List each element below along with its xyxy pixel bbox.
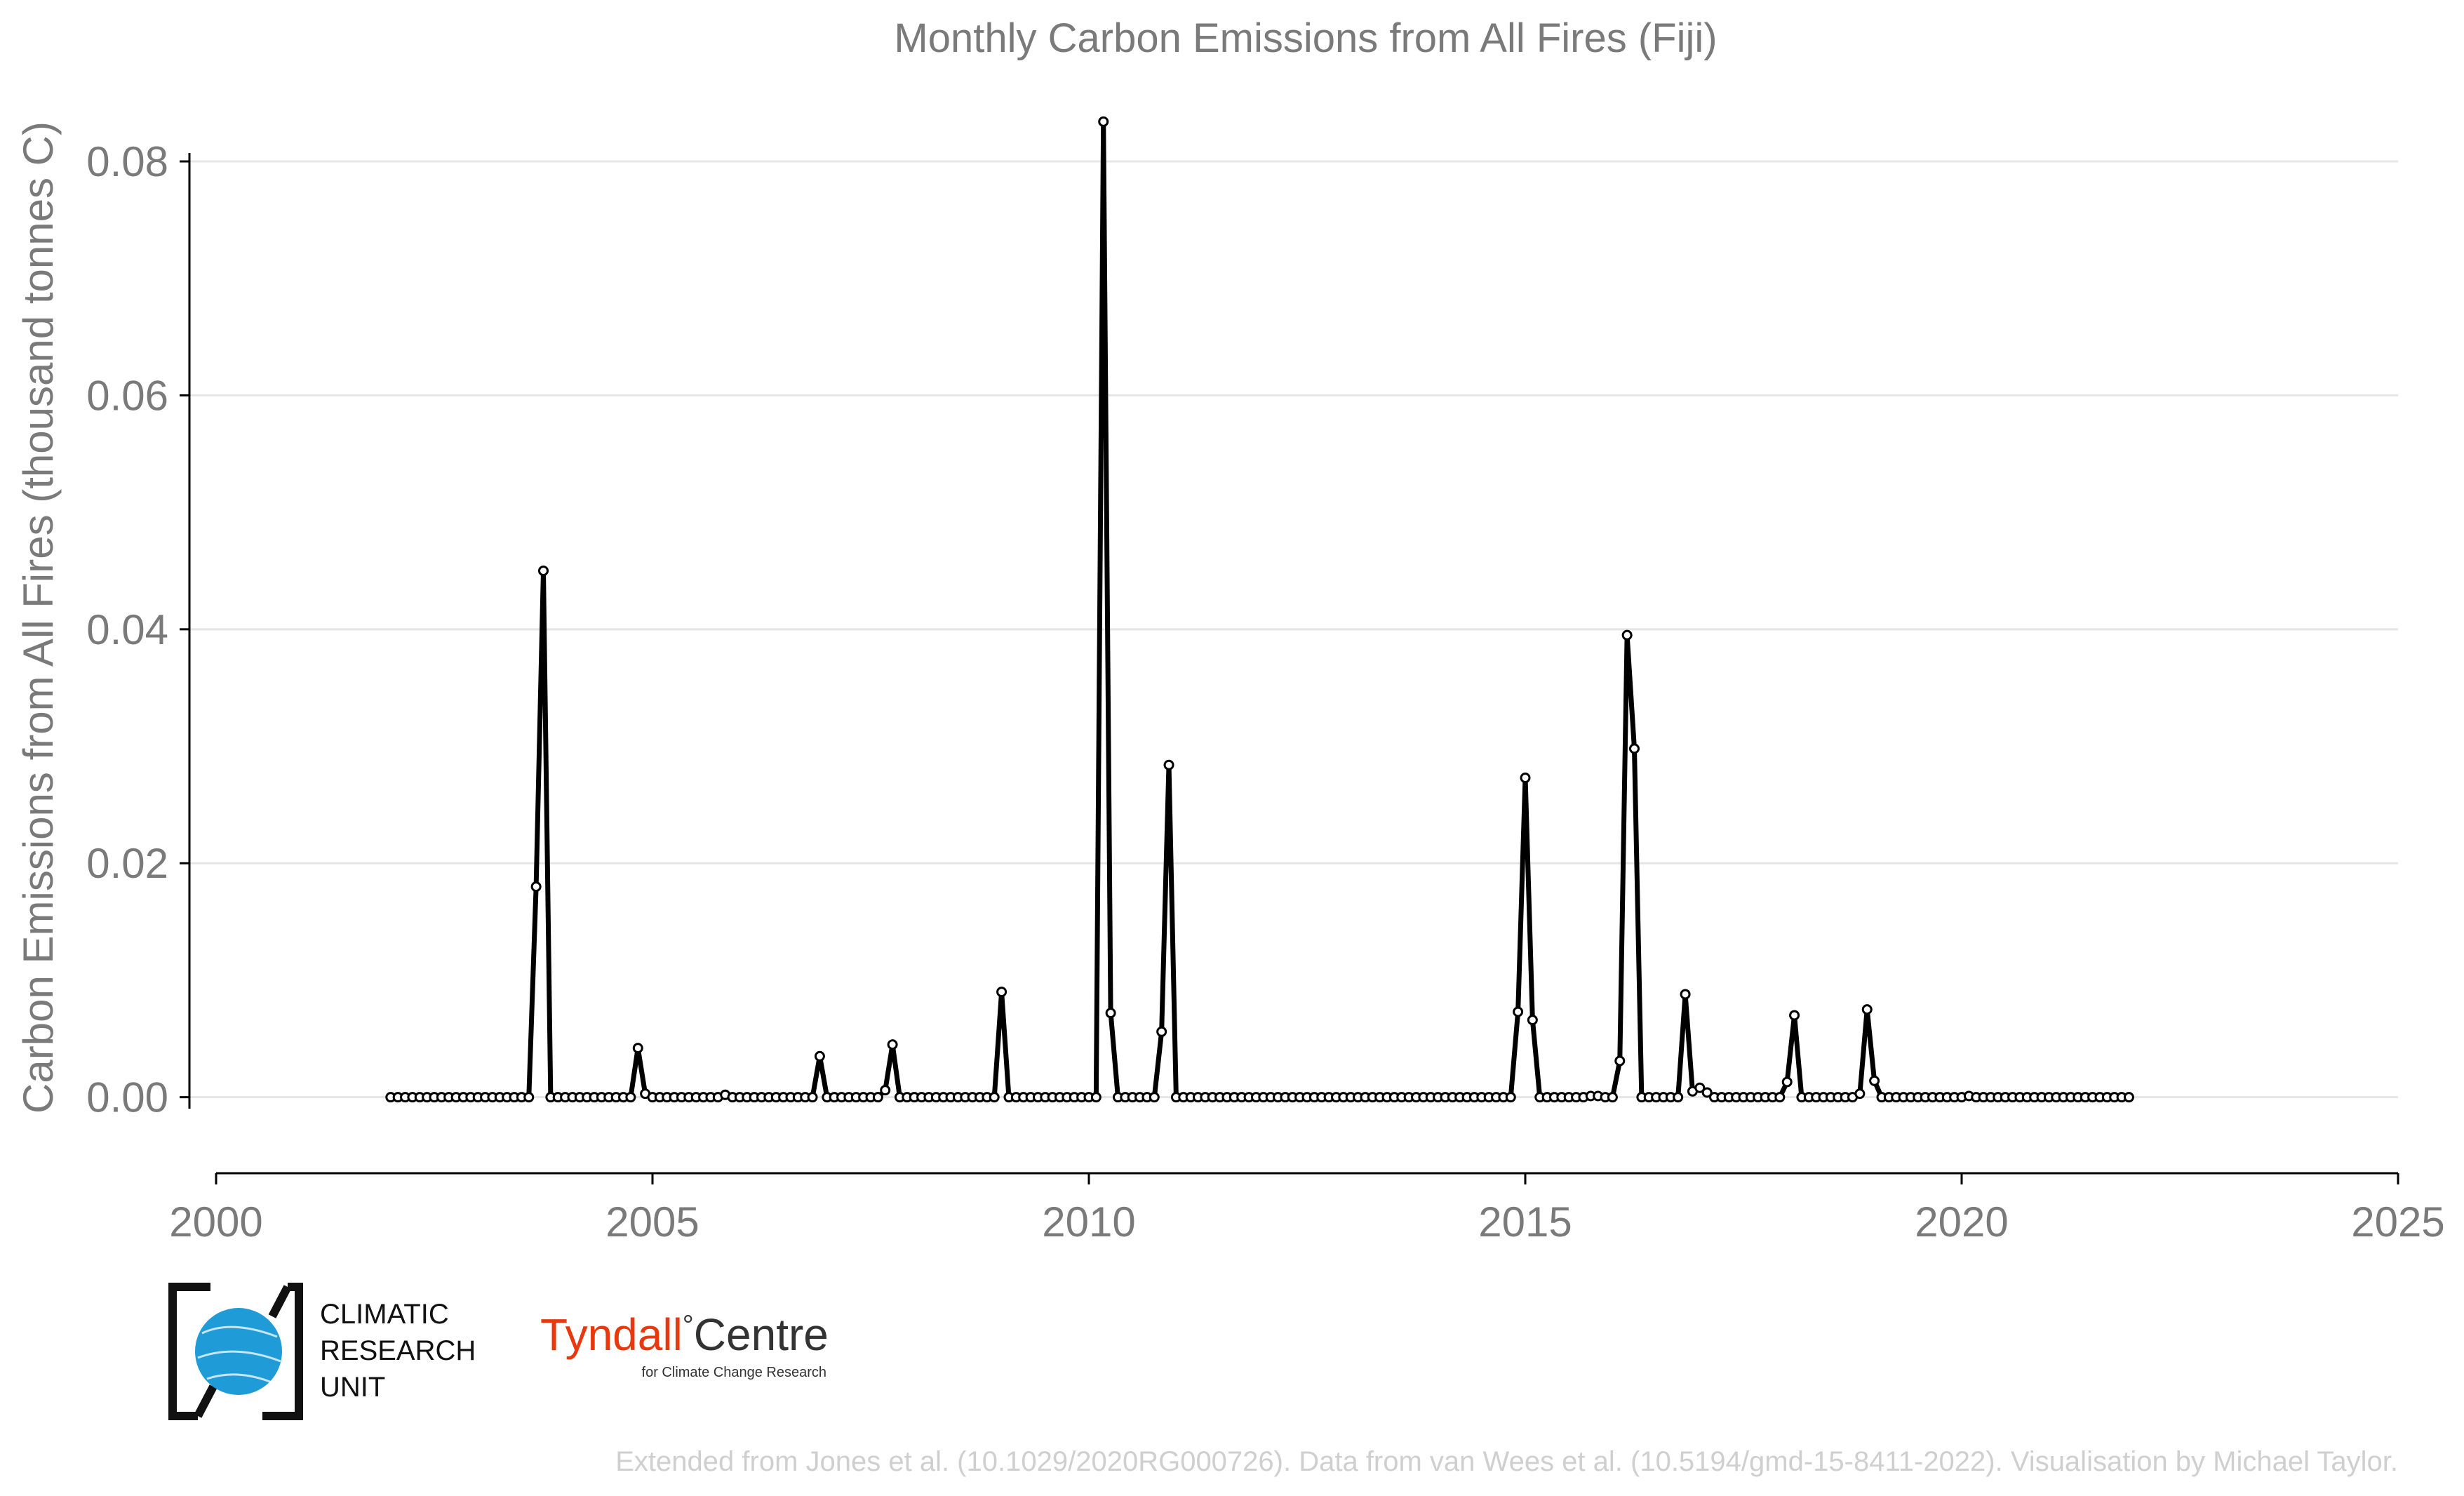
data-point [1789, 1010, 1800, 1021]
data-point [1673, 1092, 1684, 1103]
data-points [385, 116, 2134, 1103]
x-tick-label: 2000 [169, 1198, 262, 1245]
cru-logo: CLIMATIC RESEARCH UNIT [168, 1283, 476, 1420]
data-point [1149, 1092, 1160, 1103]
data-point [1520, 773, 1531, 784]
cru-logo-slash-bottom [194, 1384, 217, 1418]
data-point [989, 1092, 1000, 1103]
data-point [1701, 1087, 1713, 1098]
cru-logo-line-3: UNIT [320, 1372, 385, 1403]
x-tick-label: 2010 [1042, 1198, 1135, 1245]
data-point [530, 881, 542, 893]
grid-lines [189, 160, 2398, 1099]
cru-logo-line-1: CLIMATIC [320, 1299, 449, 1330]
data-point [814, 1050, 825, 1062]
data-point [1781, 1076, 1793, 1088]
data-point [1090, 1092, 1102, 1103]
data-point [996, 987, 1007, 998]
data-point [1621, 629, 1633, 641]
data-point [1607, 1092, 1618, 1103]
tyndall-logo: Tyndall°Centre for Climate Change Resear… [540, 1309, 829, 1380]
footer-credit: Extended from Jones et al. (10.1029/2020… [615, 1446, 2398, 1477]
x-axis-ticks: 2000 2005 2010 2015 2020 2025 [169, 1173, 2445, 1245]
x-tick-label: 2025 [2351, 1198, 2444, 1245]
series-line [390, 119, 2129, 1100]
data-point [1680, 989, 1691, 1000]
data-point [625, 1092, 636, 1103]
data-point [2123, 1092, 2134, 1103]
data-point [1861, 1004, 1873, 1015]
tyndall-logo-name-a: Tyndall [540, 1309, 683, 1360]
data-point [887, 1039, 898, 1050]
data-point [1513, 1006, 1524, 1017]
y-tick-label: 0.04 [86, 606, 168, 653]
data-point [538, 565, 549, 576]
data-point [880, 1085, 891, 1096]
globe-contour-lines [197, 1325, 281, 1385]
chart-title: Monthly Carbon Emissions from All Fires … [894, 15, 1717, 61]
x-tick-label: 2020 [1915, 1198, 2008, 1245]
y-tick-label: 0.00 [86, 1074, 168, 1121]
tyndall-logo-title: Tyndall°Centre [540, 1309, 829, 1360]
data-point [1694, 1082, 1706, 1093]
data-point [523, 1092, 535, 1103]
data-point [1105, 1008, 1116, 1019]
data-point [807, 1092, 818, 1103]
cru-logo-line-2: RESEARCH [320, 1335, 476, 1366]
data-point [1505, 1092, 1516, 1103]
y-tick-label: 0.06 [86, 372, 168, 419]
y-axis-ticks: 0.00 0.02 0.04 0.06 0.08 [86, 138, 189, 1121]
data-point [1774, 1092, 1786, 1103]
y-axis-label: Carbon Emissions from All Fires (thousan… [15, 121, 62, 1114]
data-point [1869, 1075, 1880, 1086]
x-tick-label: 2005 [605, 1198, 699, 1245]
data-point [1098, 116, 1109, 127]
tyndall-logo-subtitle: for Climate Change Research [642, 1365, 826, 1380]
y-tick-label: 0.08 [86, 138, 168, 185]
data-point [1614, 1055, 1626, 1067]
data-point [872, 1092, 883, 1103]
x-tick-label: 2015 [1478, 1198, 1572, 1245]
data-point [1629, 743, 1640, 754]
data-point [1156, 1026, 1167, 1037]
y-tick-label: 0.02 [86, 840, 168, 887]
cru-logo-frame [168, 1283, 303, 1420]
data-point [1163, 759, 1174, 770]
cru-logo-slash-top [268, 1285, 292, 1318]
data-point [1527, 1015, 1538, 1026]
tyndall-logo-name-b: Centre [694, 1309, 829, 1360]
tyndall-logo-degree: ° [683, 1310, 694, 1341]
data-point [1854, 1088, 1866, 1100]
data-point [632, 1043, 643, 1054]
